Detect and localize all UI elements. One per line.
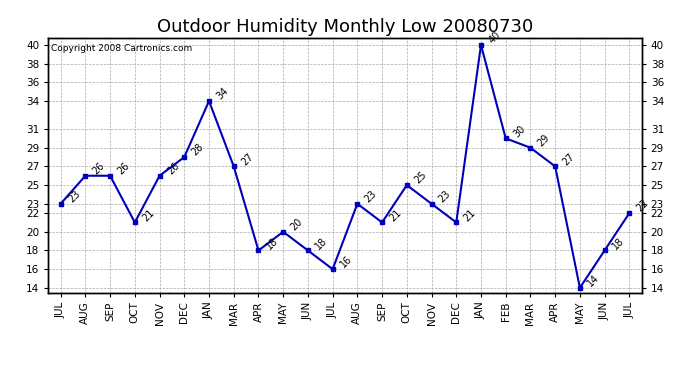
- Text: 21: 21: [462, 207, 477, 223]
- Title: Outdoor Humidity Monthly Low 20080730: Outdoor Humidity Monthly Low 20080730: [157, 18, 533, 36]
- Text: 40: 40: [486, 30, 502, 46]
- Text: 20: 20: [288, 217, 304, 232]
- Text: 23: 23: [363, 189, 379, 204]
- Text: 26: 26: [116, 160, 132, 176]
- Text: 18: 18: [610, 236, 626, 251]
- Text: 26: 26: [165, 160, 181, 176]
- Text: 28: 28: [190, 142, 206, 158]
- Text: 26: 26: [91, 160, 107, 176]
- Text: Copyright 2008 Cartronics.com: Copyright 2008 Cartronics.com: [51, 44, 193, 53]
- Text: 29: 29: [536, 132, 552, 148]
- Text: 34: 34: [215, 86, 230, 102]
- Text: 23: 23: [66, 189, 82, 204]
- Text: 21: 21: [388, 207, 404, 223]
- Text: 27: 27: [561, 151, 577, 167]
- Text: 18: 18: [313, 236, 329, 251]
- Text: 22: 22: [635, 198, 651, 214]
- Text: 18: 18: [264, 236, 279, 251]
- Text: 21: 21: [140, 207, 156, 223]
- Text: 23: 23: [437, 189, 453, 204]
- Text: 30: 30: [511, 123, 527, 139]
- Text: 25: 25: [413, 170, 428, 186]
- Text: 16: 16: [338, 254, 354, 270]
- Text: 14: 14: [585, 273, 601, 288]
- Text: 27: 27: [239, 151, 255, 167]
